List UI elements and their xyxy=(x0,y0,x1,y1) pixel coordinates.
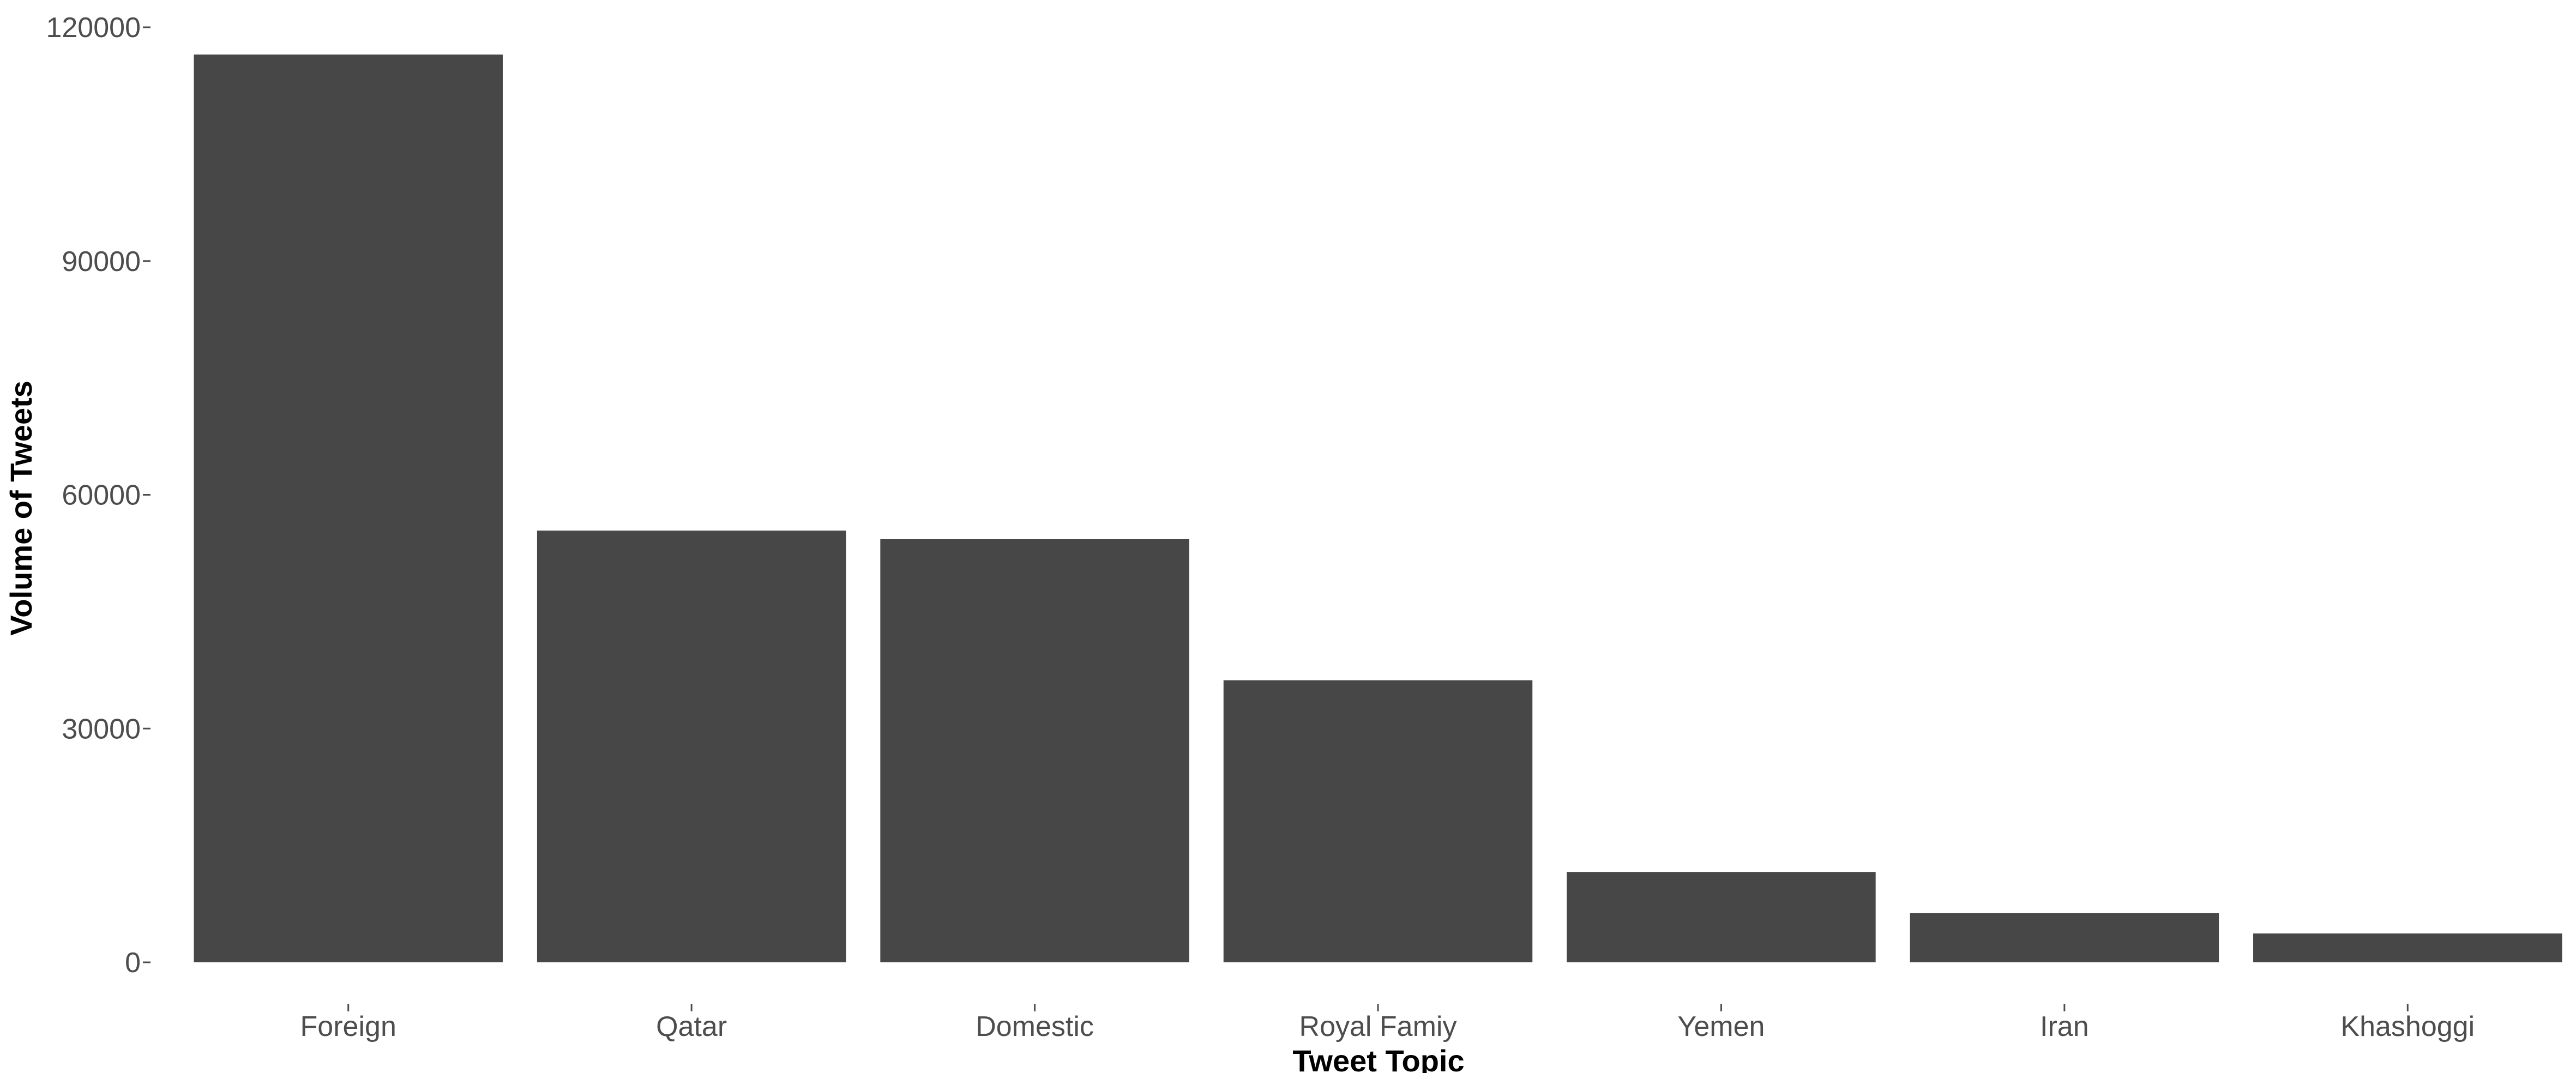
x-axis: Foreign Qatar Domestic Royal Famiy Yemen Iran… xyxy=(300,1004,2475,1042)
x-tick-label: Royal Famiy xyxy=(1299,1011,1457,1042)
x-tick-label: Iran xyxy=(2040,1011,2089,1042)
x-tick-label: Khashoggi xyxy=(2340,1011,2475,1042)
y-axis-title: Volume of Tweets xyxy=(4,381,38,636)
bar-royal-famiy xyxy=(1223,680,1533,962)
bar-khashoggi xyxy=(2253,933,2562,962)
bars xyxy=(194,55,2562,962)
x-axis-title: Tweet Topic xyxy=(1292,1044,1464,1073)
bar-yemen xyxy=(1567,872,1876,962)
y-tick-label: 120000 xyxy=(46,12,141,44)
x-tick-label: Qatar xyxy=(656,1011,727,1042)
y-axis: 0 30000 60000 90000 120000 xyxy=(46,12,151,979)
x-tick-label: Yemen xyxy=(1677,1011,1765,1042)
bar-domestic xyxy=(880,539,1189,962)
y-tick-label: 90000 xyxy=(62,246,141,278)
bar-qatar xyxy=(537,531,846,962)
bar-foreign xyxy=(194,55,503,962)
x-tick-label: Domestic xyxy=(976,1011,1094,1042)
bar-iran xyxy=(1910,913,2219,962)
x-tick-label: Foreign xyxy=(300,1011,396,1042)
y-tick-label: 60000 xyxy=(62,480,141,511)
y-tick-label: 0 xyxy=(125,947,141,979)
y-tick-label: 30000 xyxy=(62,713,141,745)
